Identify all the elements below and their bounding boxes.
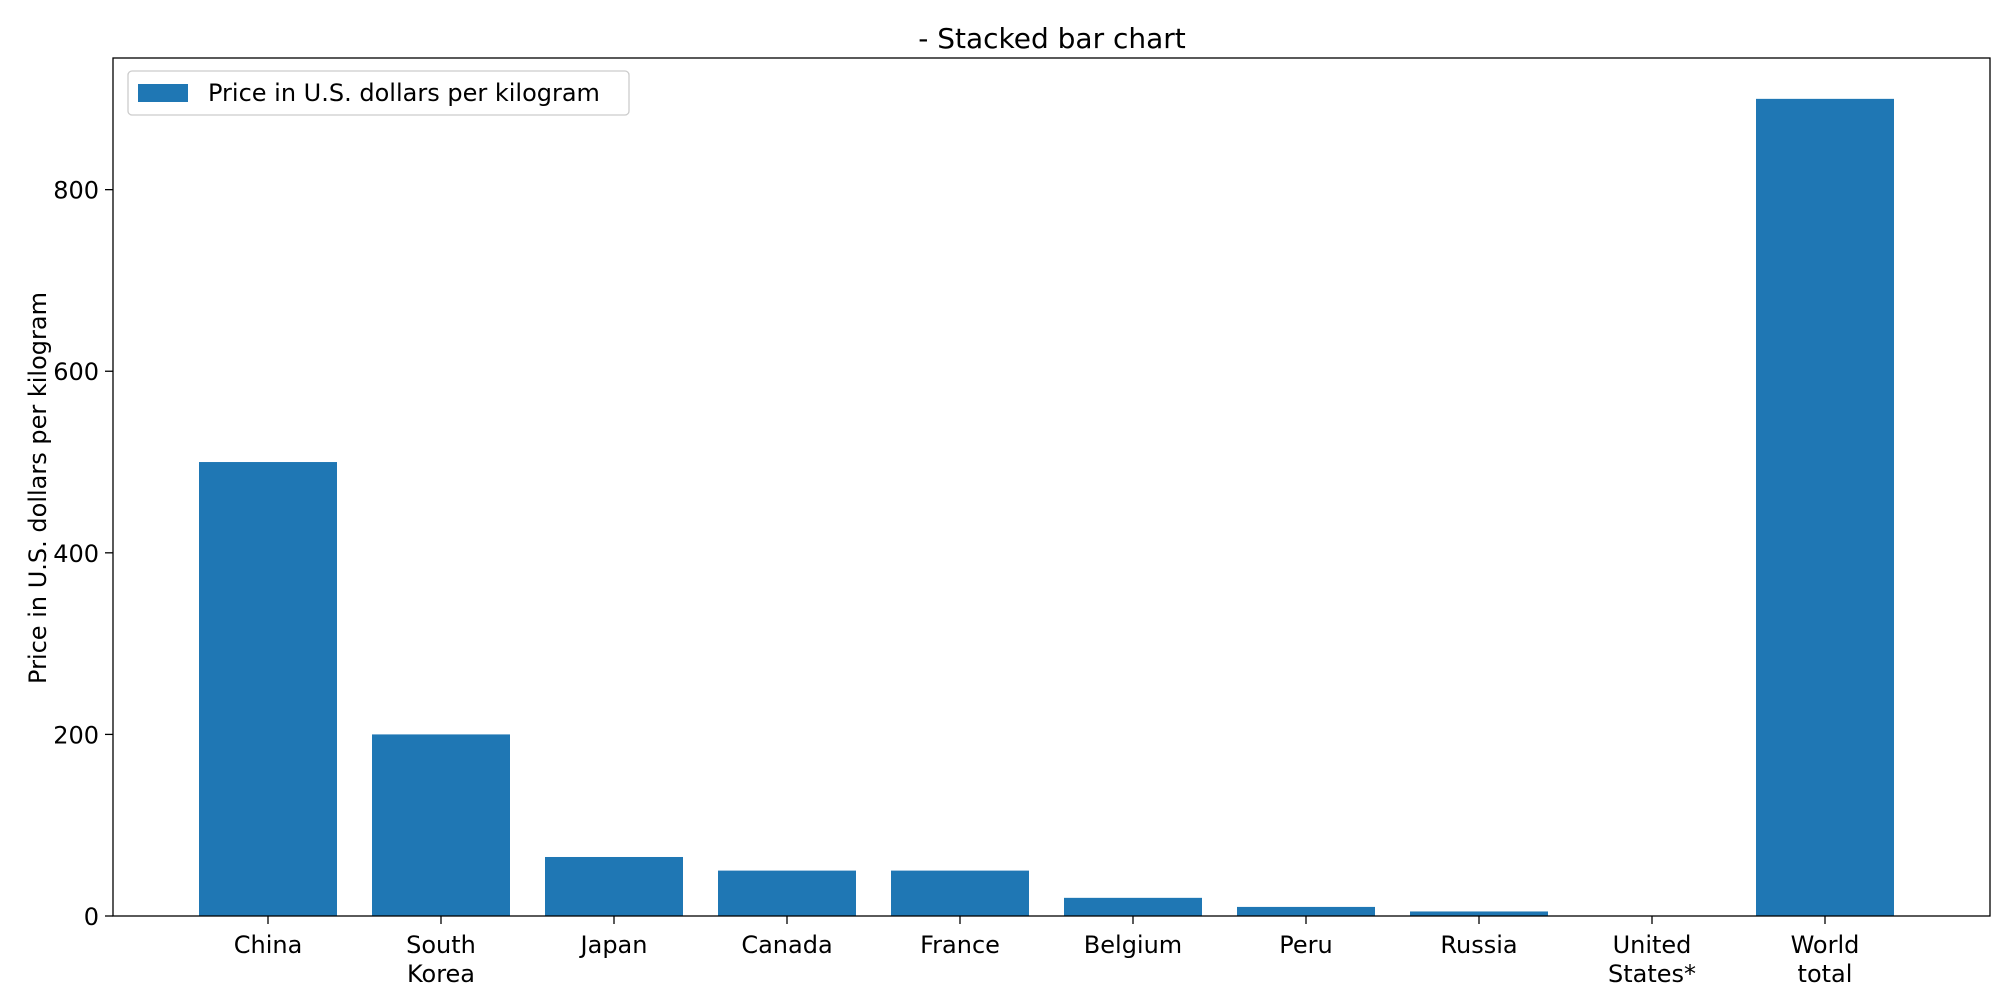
x-tick-label-line: Peru bbox=[1279, 931, 1332, 959]
x-tick-label-line: Belgium bbox=[1084, 931, 1182, 959]
bar-russia bbox=[1410, 911, 1548, 916]
y-axis-ticks: 0 200 400 600 800 bbox=[53, 177, 113, 931]
y-tick-label: 400 bbox=[53, 540, 99, 568]
bar-japan bbox=[545, 856, 683, 916]
x-tick-label-line: China bbox=[234, 931, 303, 959]
x-tick-label: Peru bbox=[1279, 931, 1332, 959]
bar-south-korea bbox=[372, 734, 510, 916]
x-axis-ticks: China South Korea Japan Canada France Belgium P… bbox=[234, 916, 1860, 988]
bars-layer bbox=[199, 98, 1894, 917]
x-tick-label-line: Canada bbox=[741, 931, 832, 959]
x-tick-label: World total bbox=[1791, 931, 1860, 988]
x-tick-label: China bbox=[234, 931, 303, 959]
x-tick-label-line: Korea bbox=[407, 960, 475, 988]
bar-world-total bbox=[1756, 98, 1894, 917]
x-tick-label: Canada bbox=[741, 931, 832, 959]
x-tick-label-line: United bbox=[1613, 931, 1692, 959]
bar-canada bbox=[718, 870, 856, 916]
y-tick-label: 0 bbox=[84, 903, 99, 931]
legend-box bbox=[127, 70, 630, 116]
bar-belgium bbox=[1064, 897, 1202, 916]
x-tick-label-line: South bbox=[406, 931, 476, 959]
legend-swatch bbox=[138, 84, 188, 102]
y-tick-label: 600 bbox=[53, 358, 99, 386]
x-tick-label-line: States* bbox=[1608, 960, 1696, 988]
y-tick-label: 200 bbox=[53, 721, 99, 749]
y-axis-label: Price in U.S. dollars per kilogram bbox=[24, 292, 52, 684]
x-tick-label: United States* bbox=[1608, 931, 1696, 988]
x-tick-label: France bbox=[920, 931, 1000, 959]
x-tick-label: Russia bbox=[1440, 931, 1517, 959]
x-tick-label-line: Russia bbox=[1440, 931, 1517, 959]
bar-peru bbox=[1237, 906, 1375, 916]
x-tick-label-line: France bbox=[920, 931, 1000, 959]
x-tick-label: Japan bbox=[579, 931, 648, 959]
x-tick-label: Belgium bbox=[1084, 931, 1182, 959]
bar-france bbox=[891, 870, 1029, 916]
x-tick-label-line: World bbox=[1791, 931, 1860, 959]
chart-title: - Stacked bar chart bbox=[918, 22, 1186, 55]
x-tick-label-line: Japan bbox=[579, 931, 648, 959]
x-tick-label-line: total bbox=[1798, 960, 1853, 988]
legend-label: Price in U.S. dollars per kilogram bbox=[208, 79, 600, 107]
y-tick-label: 800 bbox=[53, 177, 99, 205]
x-tick-label: South Korea bbox=[406, 931, 476, 988]
bar-china bbox=[199, 462, 337, 916]
plot-frame bbox=[112, 57, 1991, 917]
legend: Price in U.S. dollars per kilogram bbox=[127, 70, 630, 116]
